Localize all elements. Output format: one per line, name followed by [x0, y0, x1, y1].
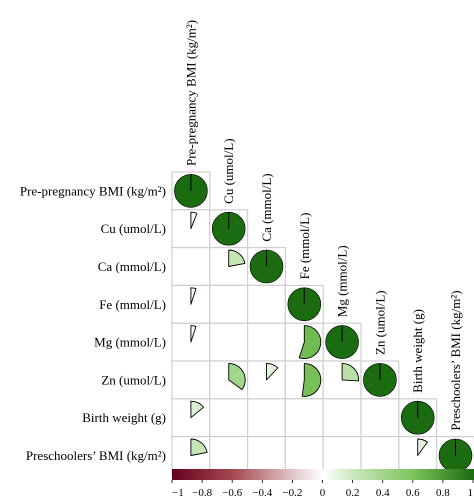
correlation-pie: [190, 400, 205, 419]
colorbar-tick-label: 1: [468, 487, 474, 499]
correlation-pie: [301, 362, 322, 397]
correlation-pie: [438, 438, 473, 473]
colorbar-tick-label: −0.8: [192, 487, 212, 499]
correlation-pie: [325, 325, 359, 359]
correlation-pie: [363, 363, 397, 397]
pie-slice: [190, 400, 205, 419]
correlation-pie: [287, 287, 322, 322]
grid-cell: [284, 398, 324, 438]
row-label: Cu (umol/L): [101, 221, 166, 236]
grid-cell: [209, 322, 249, 362]
correlation-pie: [174, 174, 208, 208]
row-label: Ca (mmol/L): [98, 259, 166, 274]
grid-cell: [171, 360, 211, 400]
column-label: Fe (mmol/L): [297, 213, 312, 280]
grid-cell: [247, 398, 287, 438]
correlation-pie: [228, 362, 246, 391]
grid-cell: [360, 436, 400, 476]
pie-slice: [266, 362, 279, 381]
grid-cell: [360, 398, 400, 438]
pie-slice: [228, 249, 246, 267]
column-label: Mg (mmol/L): [335, 245, 350, 317]
correlation-pie: [190, 438, 208, 456]
column-label: Pre-pregnancy BMI (kg/m²): [183, 20, 198, 166]
correlation-pie: [266, 362, 279, 381]
correlation-pie: [190, 325, 197, 343]
colorbar-tick-label: −0.6: [222, 487, 242, 499]
row-label: Zn (umol/L): [101, 372, 166, 387]
pie-slice: [417, 438, 428, 456]
colorbar-tick-label: −0.4: [252, 487, 272, 499]
pie-slice: [298, 325, 322, 359]
colorbar-tick-label: 0.8: [436, 487, 450, 499]
matrix-cells: [174, 174, 473, 473]
column-label: Preschoolers’ BMI (kg/m²): [448, 290, 463, 430]
correlation-pie: [249, 249, 284, 284]
row-label: Preschoolers’ BMI (kg/m²): [26, 448, 166, 463]
pie-slice: [190, 438, 208, 456]
correlation-pie: [190, 211, 198, 230]
colorbar-tick-label: −1: [172, 487, 184, 499]
grid-cell: [171, 247, 211, 287]
row-label: Pre-pregnancy BMI (kg/m²): [20, 183, 166, 198]
pie-slice: [341, 362, 360, 382]
colorbar: −1 −0.8 −0.6 −0.4 −0.2 0 0.2 0.4 0.6 0.8 1: [171, 469, 474, 499]
correlation-pie: [211, 211, 246, 246]
colorbar-gradient: [172, 469, 474, 480]
pie-slice: [190, 325, 197, 343]
row-labels: Pre-pregnancy BMI (kg/m²) Cu (umol/L) Ca (…: [20, 183, 166, 463]
colorbar-tick-label: 0.4: [376, 487, 390, 499]
grid-cell: [322, 436, 362, 476]
grid-cell: [247, 322, 287, 362]
column-label: Birth weight (g): [410, 309, 425, 393]
row-label: Birth weight (g): [82, 410, 166, 425]
pie-slice: [301, 362, 322, 397]
column-label: Cu (umol/L): [221, 138, 236, 203]
grid-cell: [322, 398, 362, 438]
colorbar-tick-label: −0.2: [282, 487, 302, 499]
pie-slice: [228, 362, 246, 391]
grid-cell: [284, 436, 324, 476]
correlation-pie: [417, 438, 428, 456]
grid-cell: [209, 398, 249, 438]
correlation-pie: [298, 325, 322, 359]
column-label: Zn (umol/L): [372, 290, 387, 355]
column-labels: Pre-pregnancy BMI (kg/m²) Cu (umol/L) Ca (…: [183, 20, 463, 431]
grid-cell: [209, 284, 249, 324]
grid-cell: [247, 436, 287, 476]
correlation-pie: [190, 287, 197, 305]
correlation-pie: [228, 249, 246, 267]
grid-cell: [247, 284, 287, 324]
row-label: Fe (mmol/L): [99, 297, 166, 312]
colorbar-tick-label: 0.2: [346, 487, 360, 499]
column-label: Ca (mmol/L): [259, 173, 274, 241]
grid-cell: [209, 436, 249, 476]
colorbar-tick-label: 0.6: [406, 487, 420, 499]
colorbar-tick-label: 0: [320, 487, 326, 499]
row-label: Mg (mmol/L): [94, 335, 166, 350]
pie-slice: [190, 287, 197, 305]
correlation-pie: [400, 400, 435, 435]
correlation-pie: [341, 362, 360, 382]
pie-slice: [190, 211, 198, 230]
